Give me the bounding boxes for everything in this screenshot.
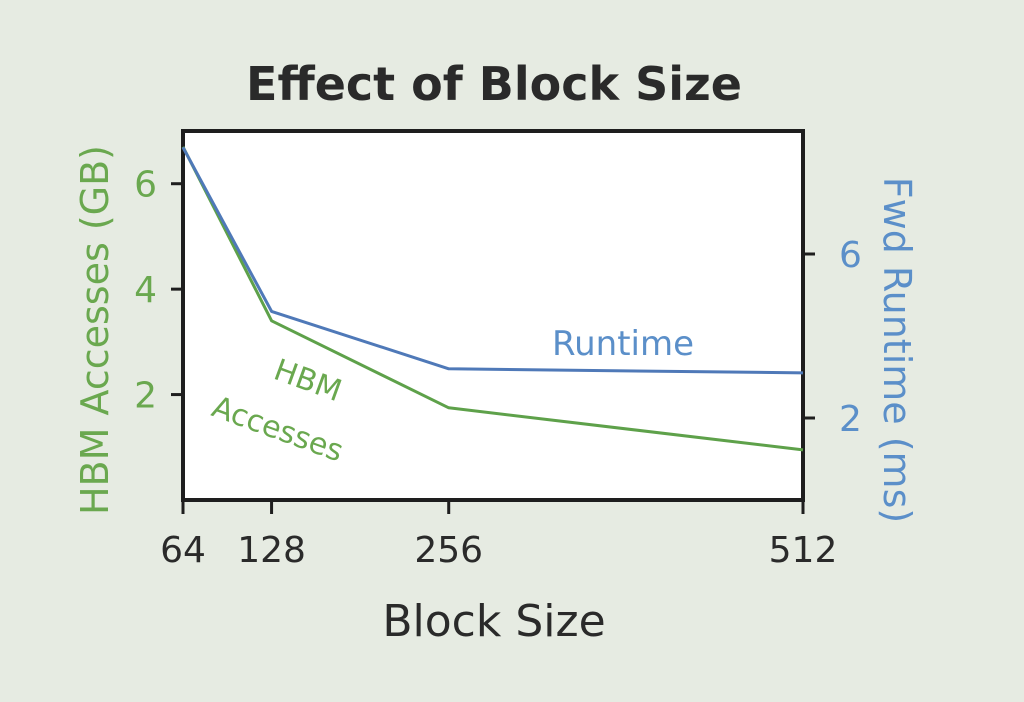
left-y-tick-label: 4: [134, 270, 157, 311]
x-axis-ticks: 64 128 256 512: [160, 500, 837, 571]
right-y-tick-label: 6: [839, 235, 862, 276]
hbm-accesses-line: [181, 146, 804, 452]
right-y-axis-title: Fwd Runtime (ms): [875, 177, 919, 523]
x-tick-label: 128: [237, 530, 306, 571]
left-y-axis-title: HBM Accesses (GB): [73, 145, 117, 515]
runtime-line: [181, 146, 804, 375]
chart-title: Effect of Block Size: [246, 57, 742, 111]
series-layer: [181, 146, 804, 452]
right-y-tick-label: 2: [839, 399, 862, 440]
right-y-axis-ticks: 26: [803, 235, 862, 440]
runtime-series-label: Runtime: [552, 324, 694, 364]
x-tick-label: 512: [769, 530, 838, 571]
x-axis-title: Block Size: [382, 596, 605, 647]
left-y-tick-label: 2: [134, 376, 157, 417]
left-y-tick-label: 6: [134, 165, 157, 206]
x-tick-label: 64: [160, 530, 206, 571]
left-y-axis-ticks: 2 4 6: [134, 165, 183, 417]
x-tick-label: 256: [414, 530, 483, 571]
